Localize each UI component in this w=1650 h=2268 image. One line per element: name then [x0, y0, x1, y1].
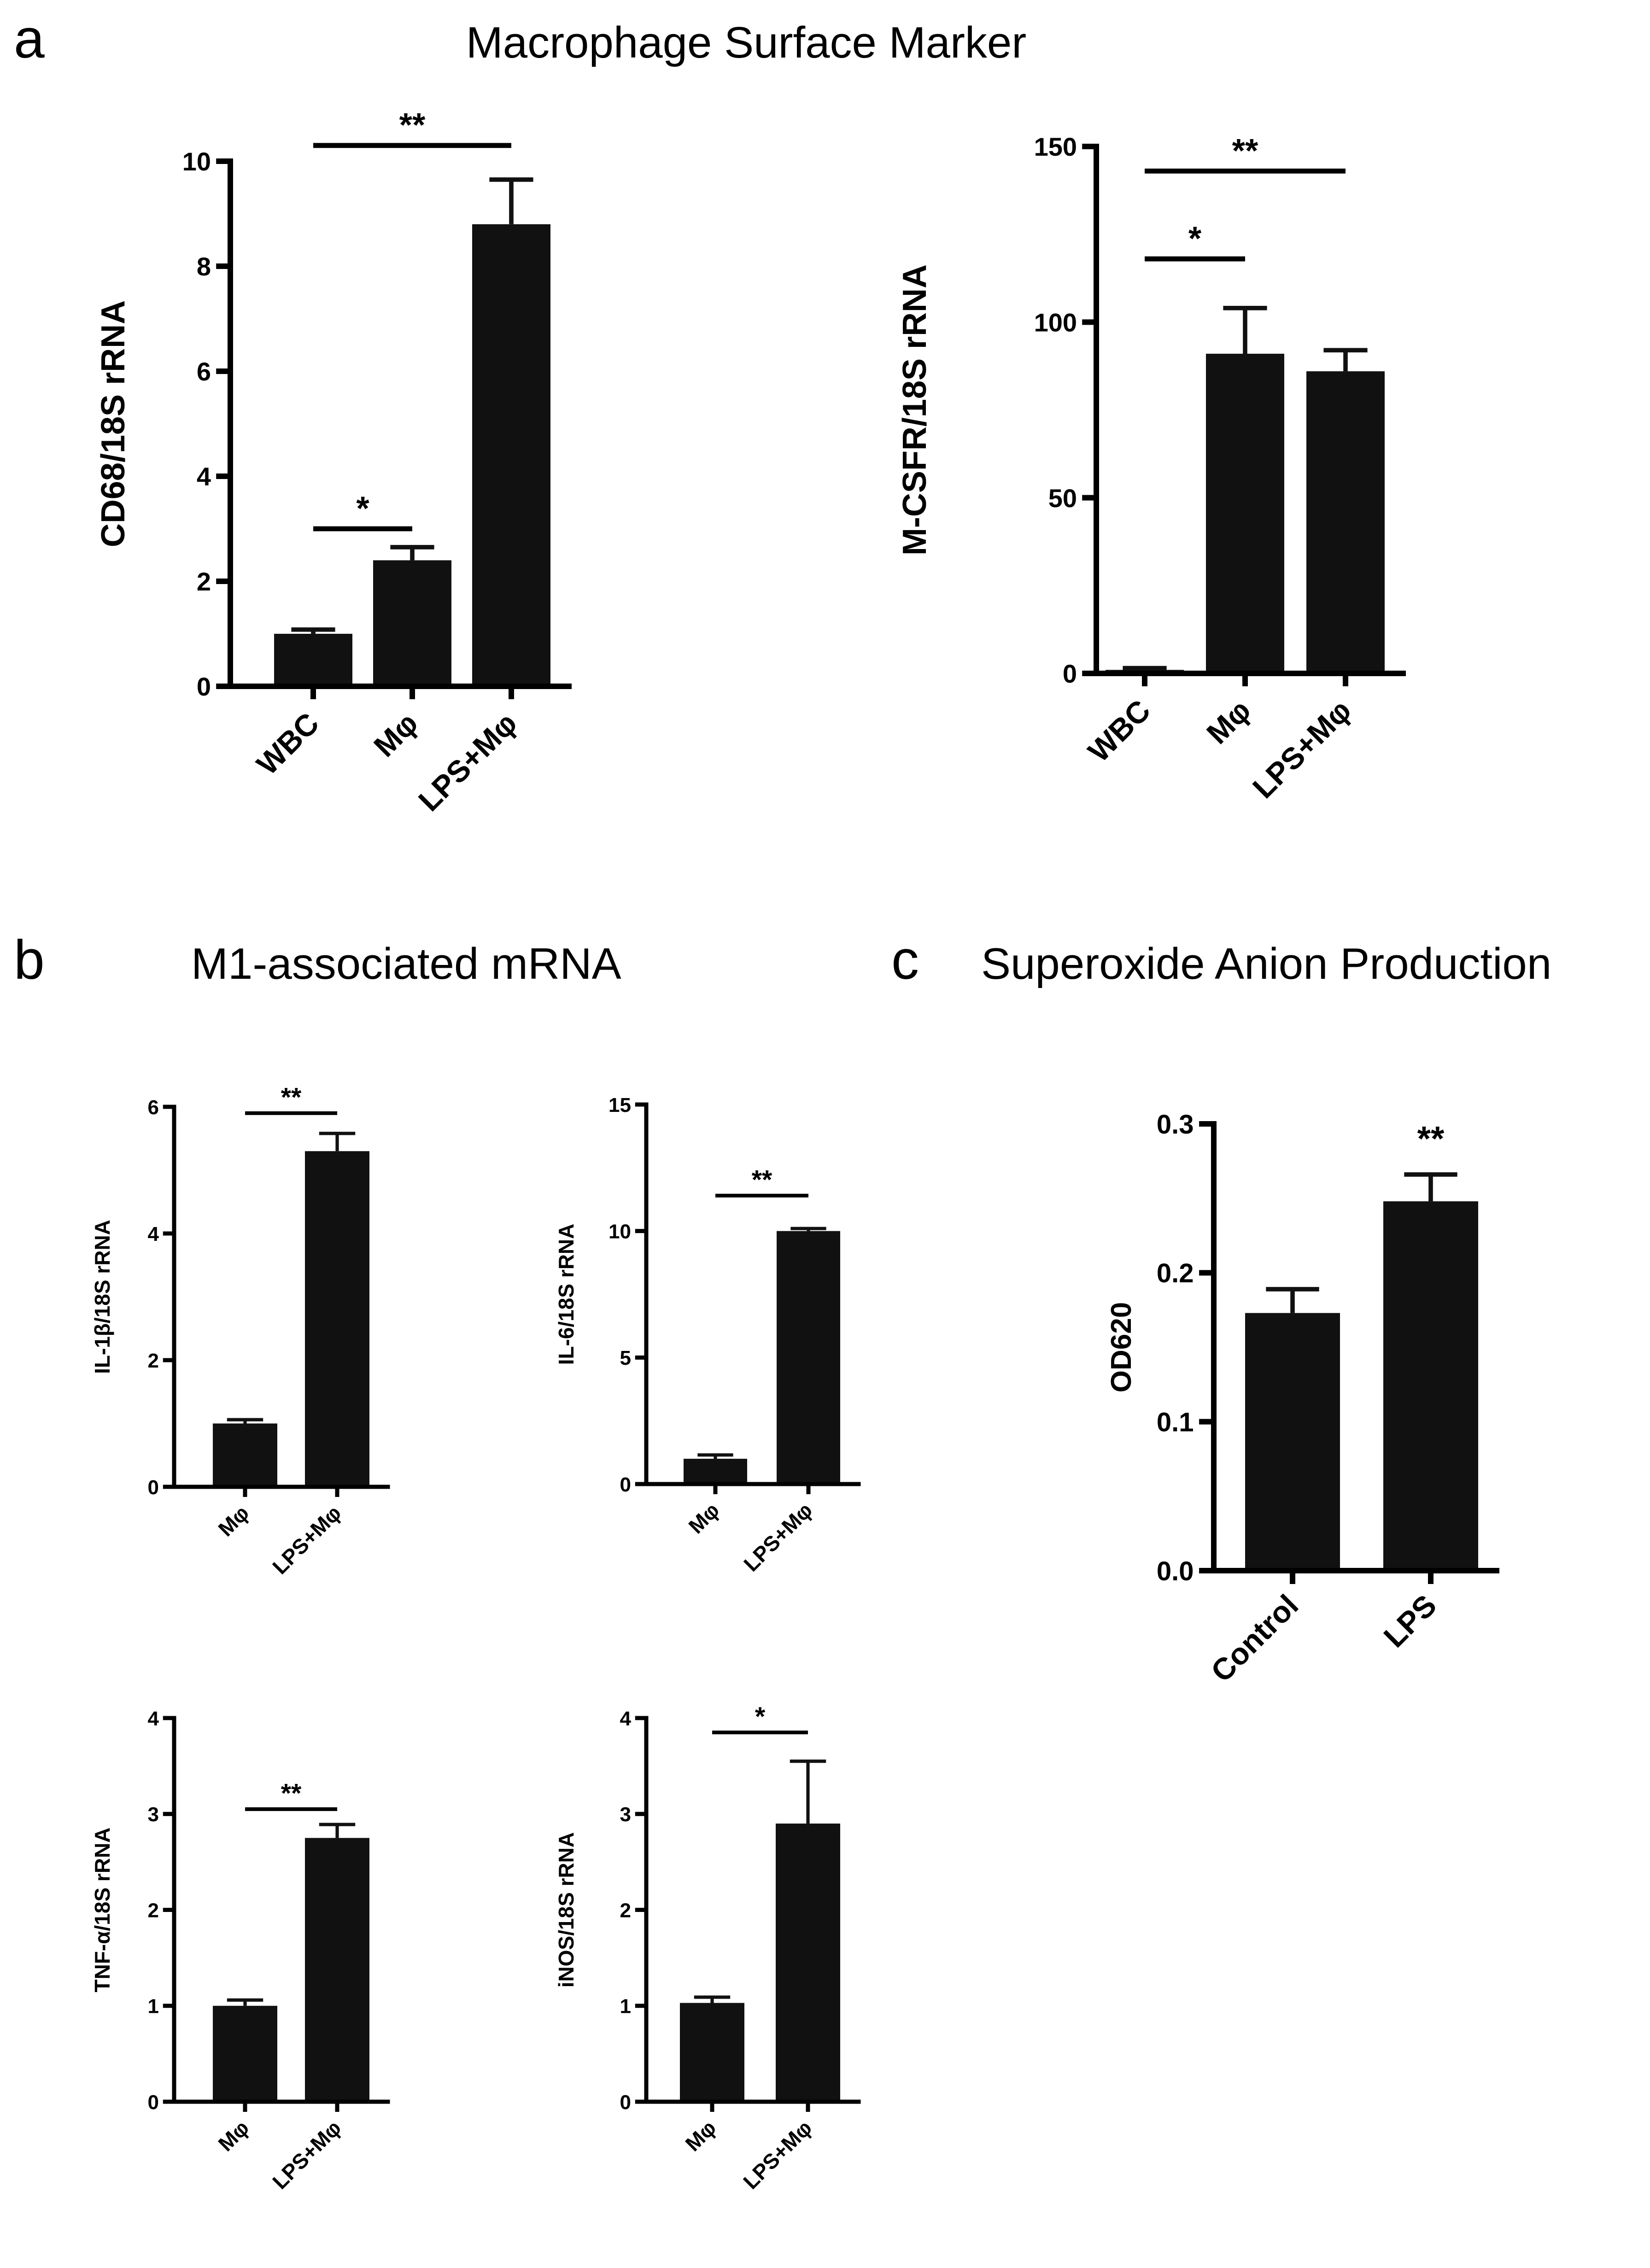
- il6-ytick-label-3: 15: [609, 1094, 631, 1116]
- il6-category-label-0: Mφ: [684, 1498, 724, 1538]
- cd68-ytick-label-5: 10: [182, 147, 211, 176]
- il6-ytick-label-2: 10: [609, 1221, 631, 1243]
- inos-category-label-1: LPS+Mφ: [738, 2116, 816, 2193]
- od620-sig-label-0: **: [1417, 1119, 1445, 1158]
- od620-category-label-0: Control: [1204, 1588, 1305, 1689]
- panel-b-title: M1-associated mRNA: [191, 939, 621, 988]
- inos-chart: 0 1 2 3 4 Mφ LPS+Mφ iNOS/18S rRNA *: [554, 1702, 861, 2194]
- cd68-ytick-label-4: 8: [197, 252, 211, 281]
- il6-ytick-label-0: 0: [620, 1473, 631, 1496]
- mcsfr-ytick-label-1: 50: [1048, 484, 1077, 513]
- od620-ytick-label-2: 0.2: [1157, 1258, 1194, 1288]
- mcsfr-category-label-0: WBC: [1082, 693, 1157, 769]
- tnfa-sig-label-0: **: [281, 1778, 302, 1808]
- panel-c-title: Superoxide Anion Production: [981, 939, 1551, 988]
- cd68-category-label-2: LPS+Mφ: [412, 706, 524, 818]
- il1b-ytick-label-0: 0: [148, 1476, 159, 1499]
- il1b-chart: 0 2 4 6 Mφ LPS+Mφ IL-1β/18S rRNA **: [90, 1082, 390, 1579]
- inos-ytick-label-3: 3: [620, 1803, 631, 1826]
- inos-bar-1: [776, 1824, 840, 2102]
- od620-bar-0: [1245, 1313, 1340, 1571]
- tnfa-bar-0: [213, 2005, 277, 2102]
- panel-a-letter: a: [14, 8, 45, 70]
- od620-ytick-label-1: 0.1: [1157, 1408, 1194, 1438]
- mcsfr-sig-label-1: **: [1232, 132, 1258, 170]
- cd68-ytick-label-3: 6: [197, 357, 211, 386]
- il1b-sig-label-0: **: [281, 1082, 302, 1112]
- il6-y-axis-title: IL-6/18S rRNA: [554, 1224, 578, 1365]
- cd68-bar-2: [472, 224, 550, 686]
- il1b-bar-1: [305, 1151, 369, 1487]
- il6-bar-1: [777, 1231, 840, 1484]
- cd68-sig-label-0: *: [356, 490, 369, 527]
- tnfa-chart: 0 1 2 3 4 Mφ LPS+Mφ TNF-α/18S rRNA **: [90, 1707, 390, 2194]
- tnfa-category-label-1: LPS+Mφ: [268, 2116, 345, 2193]
- il1b-category-label-1: LPS+Mφ: [268, 1501, 345, 1578]
- cd68-bar-0: [274, 634, 352, 686]
- cd68-y-axis-title: CD68/18S rRNA: [95, 300, 132, 547]
- il1b-bar-0: [213, 1423, 277, 1487]
- cd68-ytick-label-1: 2: [197, 567, 211, 596]
- cd68-category-label-1: Mφ: [367, 706, 425, 764]
- od620-ytick-label-0: 0.0: [1157, 1556, 1194, 1586]
- mcsfr-sig-label-0: *: [1188, 220, 1202, 257]
- inos-ytick-label-2: 2: [620, 1899, 631, 1922]
- panel-c-letter: c: [891, 929, 919, 991]
- cd68-ytick-label-0: 0: [197, 672, 211, 701]
- inos-ytick-label-4: 4: [620, 1707, 632, 1730]
- cd68-sig-label-1: **: [399, 106, 426, 144]
- il6-chart: 0 5 10 15 Mφ LPS+Mφ IL-6/18S rRNA **: [554, 1094, 861, 1576]
- tnfa-ytick-label-2: 2: [148, 1899, 159, 1922]
- il6-bar-0: [684, 1459, 747, 1484]
- mcsfr-ytick-label-0: 0: [1063, 659, 1077, 688]
- cd68-bar-1: [373, 560, 451, 686]
- mcsfr-ytick-label-2: 100: [1034, 308, 1077, 337]
- il6-category-label-1: LPS+Mφ: [739, 1498, 817, 1576]
- tnfa-category-label-0: Mφ: [213, 2116, 253, 2156]
- od620-bar-1: [1383, 1201, 1478, 1571]
- il1b-category-label-0: Mφ: [213, 1501, 253, 1541]
- il6-ytick-label-1: 5: [620, 1347, 631, 1369]
- tnfa-ytick-label-1: 1: [148, 1995, 159, 2018]
- tnfa-ytick-label-4: 4: [148, 1707, 159, 1730]
- cd68-category-label-0: WBC: [250, 706, 326, 782]
- tnfa-ytick-label-0: 0: [148, 2091, 159, 2114]
- inos-bar-0: [680, 2003, 744, 2102]
- cd68-ytick-label-2: 4: [197, 462, 211, 491]
- mcsfr-ytick-label-3: 150: [1034, 132, 1077, 161]
- tnfa-y-axis-title: TNF-α/18S rRNA: [90, 1828, 114, 1993]
- il1b-y-axis-title: IL-1β/18S rRNA: [90, 1220, 114, 1374]
- od620-ytick-label-3: 0.3: [1157, 1110, 1194, 1140]
- mcsfr-y-axis-title: M-CSFR/18S rRNA: [896, 264, 933, 555]
- inos-y-axis-title: iNOS/18S rRNA: [554, 1832, 578, 1987]
- il1b-ytick-label-1: 2: [148, 1350, 159, 1372]
- tnfa-ytick-label-3: 3: [148, 1803, 159, 1826]
- inos-sig-label-0: *: [755, 1702, 766, 1731]
- panel-b-letter: b: [14, 929, 45, 991]
- mcsfr-category-label-2: LPS+Mφ: [1246, 693, 1358, 805]
- mcsfr-bar-2: [1306, 371, 1385, 673]
- il1b-ytick-label-2: 4: [148, 1223, 159, 1245]
- od620-y-axis-title: OD620: [1106, 1302, 1137, 1392]
- inos-ytick-label-0: 0: [620, 2091, 631, 2114]
- panel-a-title: Macrophage Surface Marker: [466, 18, 1027, 67]
- tnfa-bar-1: [305, 1838, 369, 2102]
- mcsfr-bar-1: [1206, 353, 1284, 673]
- inos-ytick-label-1: 1: [620, 1995, 631, 2018]
- od620-category-label-1: LPS: [1377, 1588, 1443, 1654]
- od620-chart: 0.0 0.1 0.2 0.3 Control LPS OD620 **: [1106, 1110, 1499, 1689]
- il1b-ytick-label-3: 6: [148, 1096, 159, 1119]
- il6-sig-label-0: **: [752, 1165, 772, 1194]
- inos-category-label-0: Mφ: [680, 2116, 720, 2156]
- mcsfr-category-label-1: Mφ: [1200, 693, 1258, 751]
